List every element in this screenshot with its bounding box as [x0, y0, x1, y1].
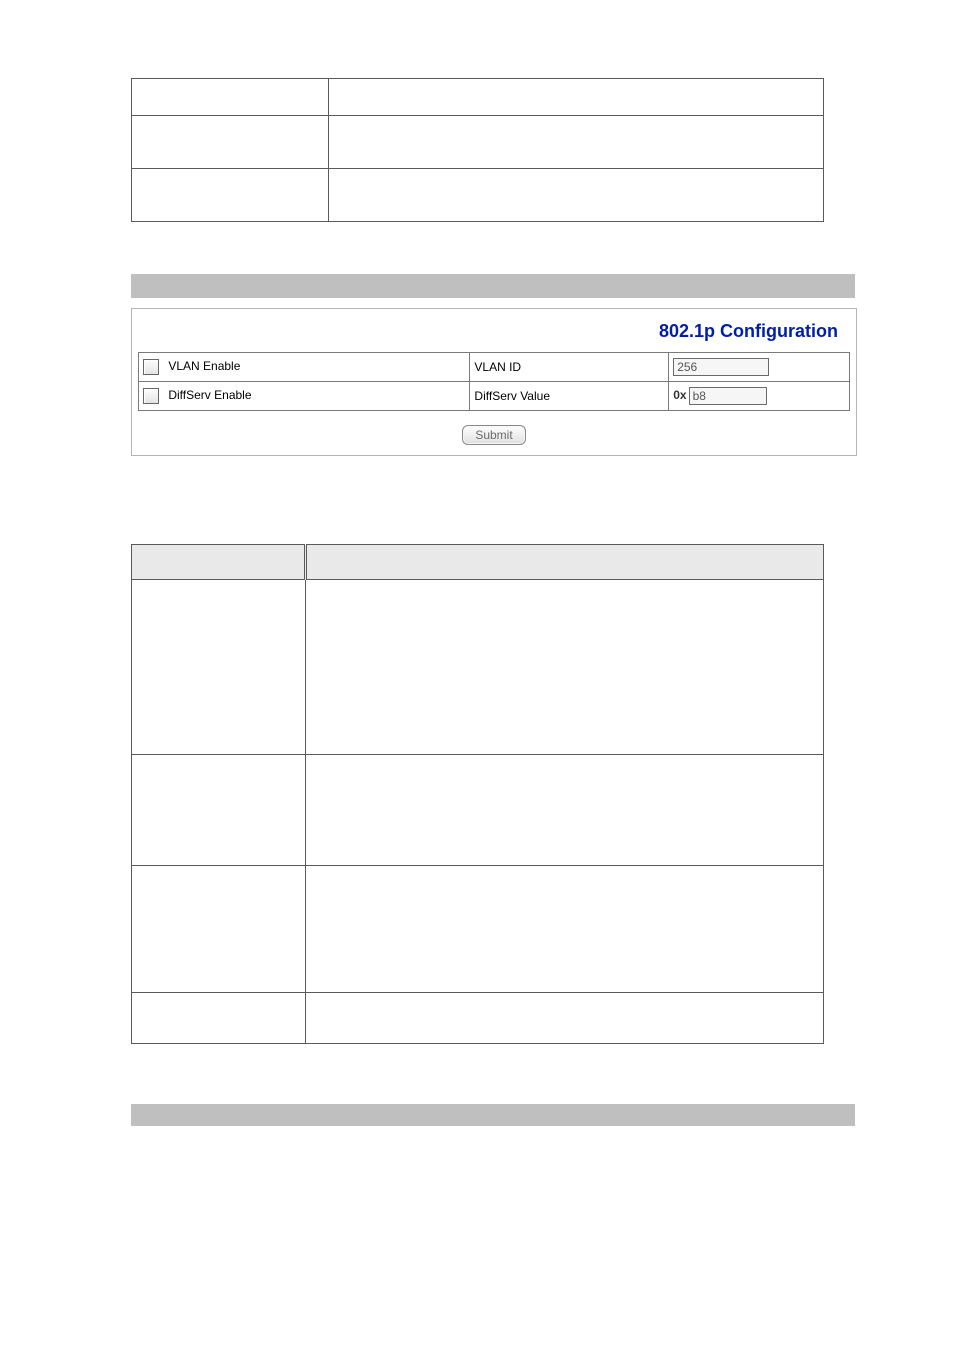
desc-value: [306, 993, 824, 1044]
config-screenshot-panel: 802.1p Configuration VLAN Enable VLAN ID…: [131, 308, 857, 456]
top-table-cell: [329, 116, 824, 169]
desc-row: [132, 580, 824, 755]
desc-field: [132, 580, 306, 755]
top-param-table: [131, 78, 824, 222]
desc-header-desc: [306, 545, 824, 580]
vlan-id-input-cell: [669, 353, 850, 382]
vlan-enable-cell[interactable]: VLAN Enable: [139, 353, 470, 382]
top-table-cell: [329, 79, 824, 116]
vlan-id-input[interactable]: [673, 358, 769, 376]
desc-value: [306, 866, 824, 993]
top-table-cell: [132, 79, 329, 116]
diffserv-value-label: DiffServ Value: [470, 382, 669, 411]
diffserv-value-input[interactable]: [689, 387, 767, 405]
desc-value: [306, 580, 824, 755]
desc-field: [132, 866, 306, 993]
desc-field: [132, 993, 306, 1044]
vlan-enable-label: VLAN Enable: [168, 359, 240, 373]
diffserv-enable-cell[interactable]: DiffServ Enable: [139, 382, 470, 411]
diffserv-enable-checkbox[interactable]: [143, 388, 159, 404]
submit-row: Submit: [132, 411, 856, 455]
desc-row: [132, 755, 824, 866]
desc-row: [132, 993, 824, 1044]
desc-header-field: [132, 545, 306, 580]
desc-row: [132, 866, 824, 993]
vlan-id-label: VLAN ID: [470, 353, 669, 382]
desc-field: [132, 755, 306, 866]
section-heading-bar: [131, 274, 855, 298]
top-table-cell: [329, 169, 824, 222]
panel-title-row: 802.1p Configuration: [132, 309, 856, 348]
hex-prefix: 0x: [673, 388, 686, 402]
config-row-vlan: VLAN Enable VLAN ID: [139, 353, 850, 382]
section-heading-bar: [131, 1104, 855, 1126]
submit-button[interactable]: Submit: [462, 425, 525, 445]
desc-table-header-row: [132, 545, 824, 580]
top-table-cell: [132, 169, 329, 222]
page: 802.1p Configuration VLAN Enable VLAN ID…: [0, 78, 954, 1126]
desc-value: [306, 755, 824, 866]
config-table: VLAN Enable VLAN ID DiffServ Enable Diff…: [138, 352, 850, 411]
vlan-enable-checkbox[interactable]: [143, 359, 159, 375]
top-table-cell: [132, 116, 329, 169]
diffserv-value-input-cell: 0x: [669, 382, 850, 411]
diffserv-enable-label: DiffServ Enable: [168, 388, 251, 402]
field-description-table: [131, 544, 824, 1044]
config-row-diffserv: DiffServ Enable DiffServ Value 0x: [139, 382, 850, 411]
panel-title: 802.1p Configuration: [659, 321, 838, 341]
